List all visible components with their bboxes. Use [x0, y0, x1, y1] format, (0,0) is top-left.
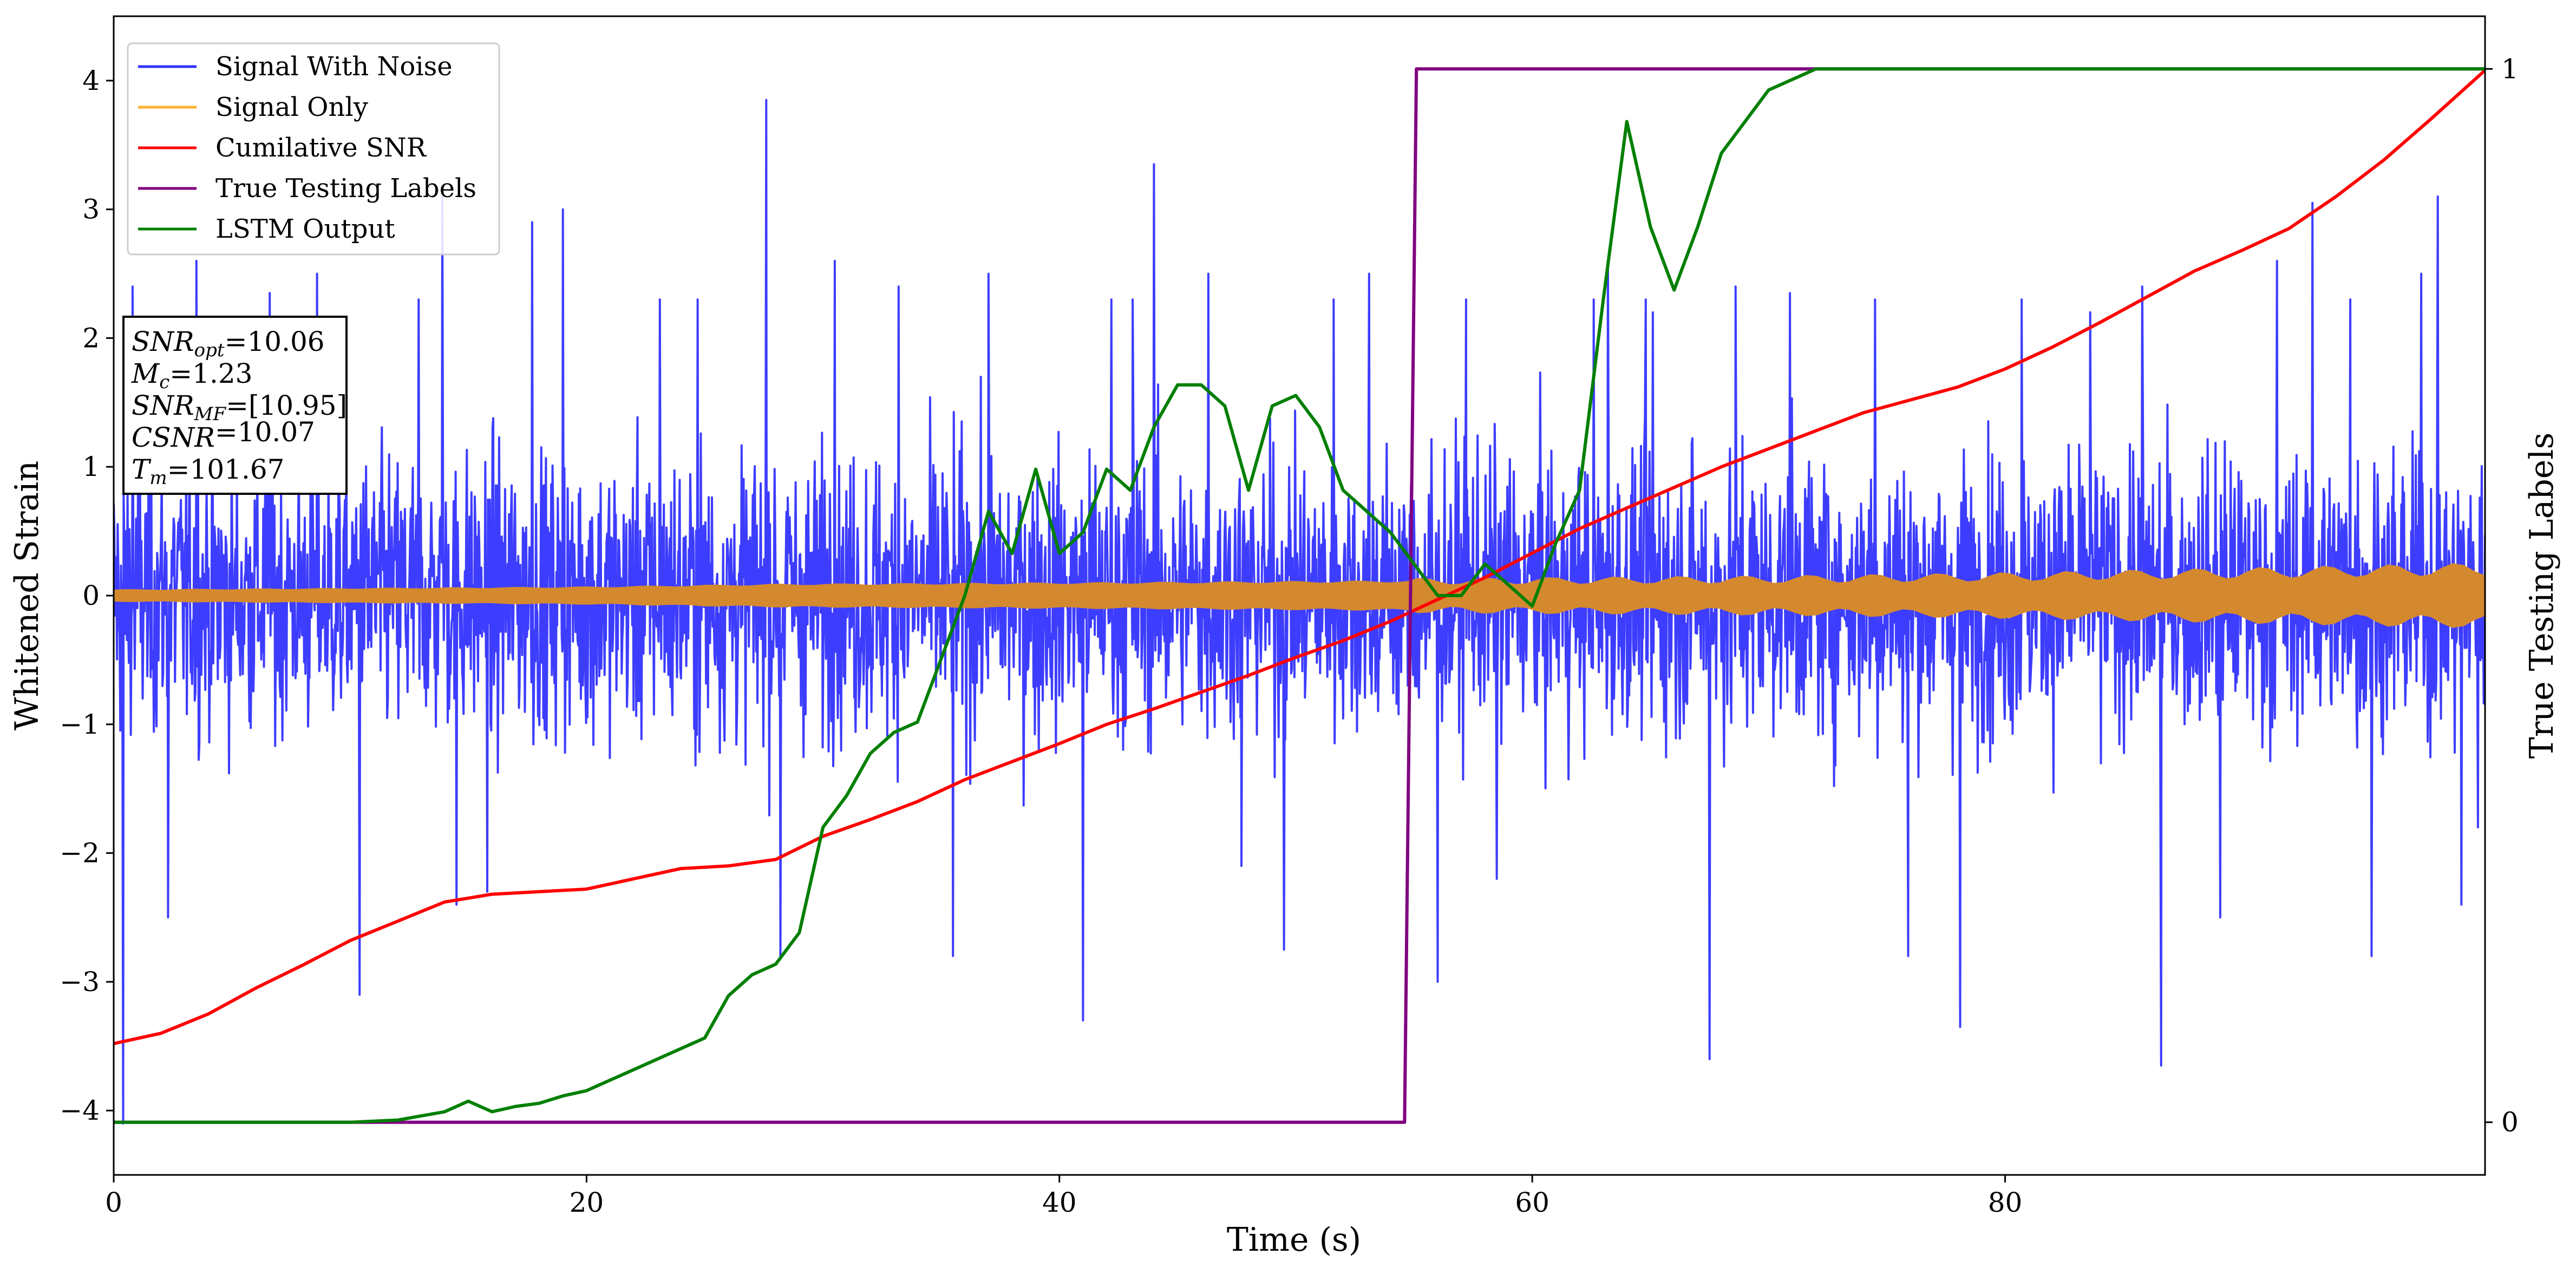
- y-tick-label-left: −2: [60, 838, 100, 869]
- x-tick-label: 20: [570, 1187, 604, 1218]
- legend-item-lstm-output: LSTM Output: [138, 214, 395, 244]
- info-box-frame: [122, 316, 348, 495]
- x-axis-label: Time (s): [1227, 1221, 1361, 1259]
- info-snr-opt: SNRopt=10.06: [132, 326, 325, 361]
- info-snr-mf: SNRMF=[10.95]: [132, 390, 347, 425]
- y-tick-label-right: 1: [2501, 53, 2519, 84]
- y-tick-label-left: 0: [82, 580, 100, 611]
- legend-box: [127, 42, 500, 256]
- x-tick-label: 0: [105, 1187, 122, 1218]
- info-csnr: CSNR=10.07: [132, 416, 315, 453]
- plot-area: [114, 67, 2485, 1125]
- y-tick-label-left: −3: [60, 966, 100, 997]
- legend-item-true-testing-labels: True Testing Labels: [138, 173, 476, 204]
- legend-item-cumilative-snr: Cumilative SNR: [138, 133, 427, 163]
- y-axis-label-left: Whitened Strain: [8, 461, 46, 730]
- series-lstm-output: [114, 67, 2485, 1124]
- legend-label: Cumilative SNR: [215, 133, 427, 163]
- x-tick-label: 60: [1515, 1187, 1549, 1218]
- y-tick-label-left: 3: [82, 194, 100, 225]
- y-axis-label-right: True Testing Labels: [2523, 433, 2561, 759]
- legend-item-signal-only: Signal Only: [138, 92, 368, 122]
- legend: Signal With Noise Signal Only Cumilative…: [127, 42, 500, 256]
- y-tick-label-left: 2: [82, 322, 100, 354]
- series-signal-with-noise: [114, 99, 2485, 1125]
- x-tick-label: 80: [1988, 1187, 2023, 1218]
- legend-label: True Testing Labels: [215, 173, 476, 204]
- info-box: SNRopt=10.06 Mc=1.23 SNRMF=[10.95] CSNR=…: [122, 316, 348, 495]
- series-signal-only: [114, 563, 2485, 628]
- y-tick-label-left: 1: [82, 451, 100, 482]
- legend-label: Signal With Noise: [215, 51, 453, 82]
- y-tick-label-left: 4: [82, 65, 100, 96]
- x-tick-label: 40: [1042, 1187, 1077, 1218]
- legend-label: LSTM Output: [215, 214, 395, 244]
- y-tick-label-right: 0: [2501, 1107, 2519, 1138]
- info-tm: Tm=101.67: [132, 454, 284, 489]
- y-tick-label-left: −4: [60, 1095, 100, 1126]
- legend-label: Signal Only: [215, 92, 368, 122]
- info-chirp-mass: Mc=1.23: [131, 358, 252, 393]
- y-tick-label-left: −1: [60, 709, 100, 740]
- legend-item-signal-with-noise: Signal With Noise: [138, 51, 453, 82]
- series-cumilative-snr: [114, 69, 2485, 1046]
